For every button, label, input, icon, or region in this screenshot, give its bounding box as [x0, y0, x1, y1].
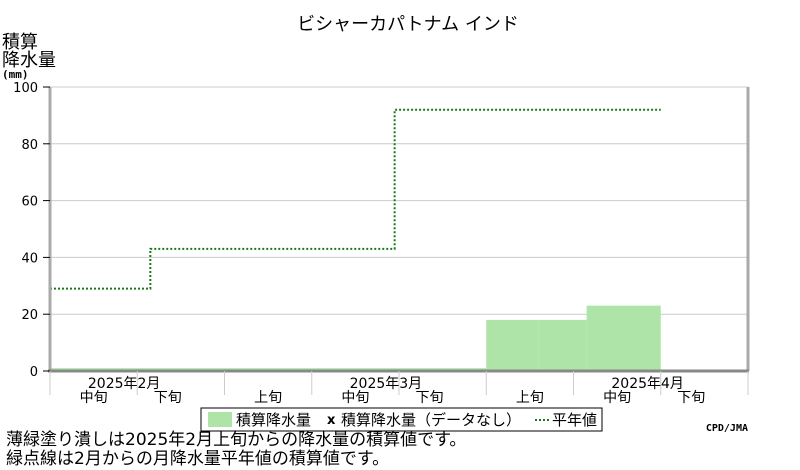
- accumulated-precip-area: [50, 305, 661, 371]
- chart-title: ビシャーカパトナム インド: [297, 14, 519, 35]
- legend: 積算降水量 x 積算降水量（データなし） 平年値: [200, 407, 603, 432]
- x-month-label-0: 2025年2月: [88, 376, 161, 392]
- y-tick-label-2: 40: [21, 251, 38, 266]
- y-axis-label: 積算 降水量 (mm): [2, 32, 56, 81]
- y-tick-label-1: 20: [21, 308, 38, 323]
- area-segment-4: [538, 319, 587, 371]
- y-tick-label-3: 60: [21, 195, 38, 210]
- x-tick-label-0: 中旬: [80, 390, 108, 406]
- area-segment-5: [586, 305, 661, 371]
- credit-label: CPD/JMA: [706, 423, 748, 434]
- x-tick-label-2: 上旬: [254, 390, 282, 406]
- y-axis-label-line2: 降水量: [2, 50, 56, 71]
- legend-box: [200, 407, 603, 432]
- x-month-label-2: 2025年4月: [611, 376, 684, 392]
- y-axis-label-line1: 積算: [2, 32, 38, 53]
- legend-item-normal: 平年値: [552, 411, 597, 429]
- x-tick-label-6: 中旬: [603, 390, 631, 406]
- x-tick-label-1: 下旬: [154, 390, 182, 406]
- x-tick-label-3: 中旬: [341, 390, 369, 406]
- legend-swatch-area: [208, 412, 232, 427]
- y-tick-labels: 0 20 40 60 80 100: [13, 81, 50, 380]
- y-tick-label-5: 100: [13, 81, 38, 96]
- y-tick-label-4: 80: [21, 138, 38, 153]
- x-month-label-1: 2025年3月: [350, 376, 423, 392]
- x-tick-label-4: 下旬: [416, 390, 444, 406]
- y-tick-label-0: 0: [30, 365, 38, 380]
- note-line-1: 薄緑塗り潰しは2025年2月上旬からの降水量の積算値です。: [6, 430, 467, 450]
- grid-lines: [50, 86, 748, 315]
- y-axis-unit: (mm): [2, 68, 29, 81]
- x-tick-label-7: 下旬: [677, 390, 705, 406]
- x-tick-label-5: 上旬: [516, 390, 544, 406]
- note-line-2: 緑点線は2月からの月降水量平年値の積算値です。: [6, 449, 390, 469]
- area-segment-3: [486, 319, 539, 371]
- legend-marker-x: x: [327, 413, 336, 428]
- legend-item-nodata: 積算降水量（データなし）: [341, 411, 521, 429]
- legend-item-area: 積算降水量: [236, 411, 311, 429]
